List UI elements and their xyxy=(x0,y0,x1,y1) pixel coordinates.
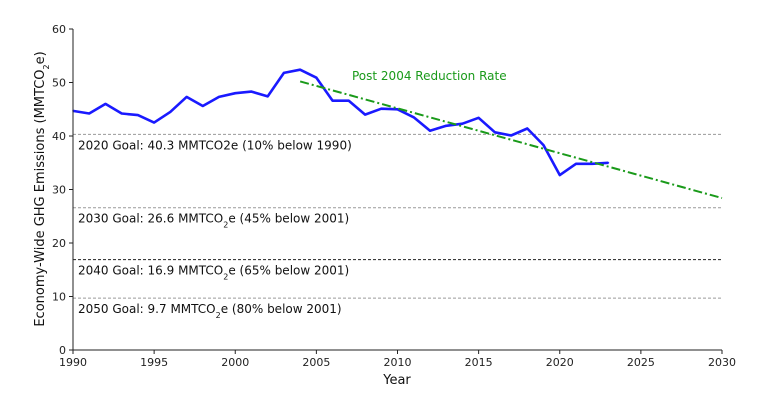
y-tick-label: 50 xyxy=(52,77,66,90)
emissions-data-point xyxy=(575,163,577,165)
goal-label-part: e (65% below 2001) xyxy=(228,264,349,278)
goal-label: 2050 Goal: 9.7 MMTCO2e (80% below 2001) xyxy=(78,302,342,320)
emissions-data-point xyxy=(169,111,172,113)
trend-label: Post 2004 Reduction Rate xyxy=(352,69,507,83)
emissions-data-point xyxy=(331,99,334,102)
x-tick-label: 2010 xyxy=(384,356,412,369)
goal-label-part: 2 xyxy=(216,311,221,320)
y-tick-label: 0 xyxy=(59,344,66,357)
y-axis-title-part: e) xyxy=(33,51,48,64)
emissions-data-point xyxy=(250,90,253,93)
y-axis-title: Economy-Wide GHG Emissions (MMTCO2e) xyxy=(33,51,51,326)
emissions-data-point xyxy=(380,107,383,110)
y-tick-label: 60 xyxy=(52,23,66,36)
x-tick-label: 1990 xyxy=(59,356,87,369)
emissions-data-point xyxy=(429,129,431,132)
emissions-data-point xyxy=(234,92,237,94)
y-tick-label: 10 xyxy=(52,291,66,304)
goal-label-part: 2 xyxy=(223,220,228,229)
goal-label: 2040 Goal: 16.9 MMTCO2e (65% below 2001) xyxy=(78,264,349,282)
emissions-data-point xyxy=(445,125,447,127)
x-tick-label: 2015 xyxy=(465,356,493,369)
emissions-data-point xyxy=(266,95,269,98)
x-tick-label: 2025 xyxy=(627,356,655,369)
emissions-data-point xyxy=(218,96,220,98)
emissions-data-point xyxy=(283,72,285,74)
goal-label-part: e (45% below 2001) xyxy=(228,212,349,226)
emissions-data-point xyxy=(510,134,512,137)
x-tick-label: 2020 xyxy=(546,356,574,369)
goal-label: 2020 Goal: 40.3 MMTCO2e (10% below 1990) xyxy=(78,138,352,152)
goal-label-part: 2 xyxy=(223,272,228,281)
emissions-series-line xyxy=(72,68,609,177)
x-tick-label: 2030 xyxy=(708,356,736,369)
x-tick-label: 2000 xyxy=(221,356,249,369)
reduction-trend-line xyxy=(299,80,723,200)
goal-label: 2030 Goal: 26.6 MMTCO2e (45% below 2001) xyxy=(78,212,349,230)
emissions-data-point xyxy=(364,113,366,116)
emissions-data-point xyxy=(88,112,91,115)
emissions-data-point xyxy=(137,114,139,116)
emissions-data-point xyxy=(202,105,204,107)
y-axis-title-part: 2 xyxy=(42,64,51,69)
emissions-data-point xyxy=(396,108,399,111)
emissions-data-point xyxy=(526,127,529,130)
ticks: 1990 1995 2000 2005 2010 2015 2020 2025 20300102… xyxy=(52,23,736,369)
series-layer: Post 2004 Reduction Rate xyxy=(72,68,723,200)
emissions-data-point xyxy=(348,99,350,102)
goal-label-part: 2020 Goal: 40.3 MMTCO2e (10% below 1990) xyxy=(78,138,352,152)
emissions-data-point xyxy=(477,117,480,119)
emissions-data-point xyxy=(120,112,123,115)
emissions-data-point xyxy=(494,131,496,134)
y-axis-title-part: Economy-Wide GHG Emissions (MMTCO xyxy=(33,70,48,327)
goal-label-part: 2050 Goal: 9.7 MMTCO xyxy=(78,302,216,316)
emissions-data-point xyxy=(104,103,107,105)
emissions-data-point xyxy=(185,96,188,98)
emissions-data-point xyxy=(542,144,545,146)
goal-label-part: 2030 Goal: 26.6 MMTCO xyxy=(78,212,223,226)
emissions-data-point xyxy=(153,121,155,124)
x-tick-label: 1995 xyxy=(140,356,168,369)
y-tick-label: 30 xyxy=(52,184,66,197)
emissions-data-point xyxy=(315,76,318,79)
x-axis-title: Year xyxy=(382,373,411,388)
goal-label-part: 2040 Goal: 16.9 MMTCO xyxy=(78,264,223,278)
goal-lines: 2020 Goal: 40.3 MMTCO2e (10% below 1990)… xyxy=(73,133,722,320)
y-tick-label: 40 xyxy=(52,130,66,143)
emissions-data-point xyxy=(299,68,301,71)
emissions-data-point xyxy=(558,174,561,176)
emissions-data-point xyxy=(412,116,415,119)
emissions-data-point xyxy=(591,163,593,165)
emissions-data-point xyxy=(607,161,610,164)
y-tick-label: 20 xyxy=(52,237,66,250)
goal-label-part: e (80% below 2001) xyxy=(221,302,342,316)
x-tick-label: 2005 xyxy=(302,356,330,369)
emissions-data-point xyxy=(461,122,464,125)
